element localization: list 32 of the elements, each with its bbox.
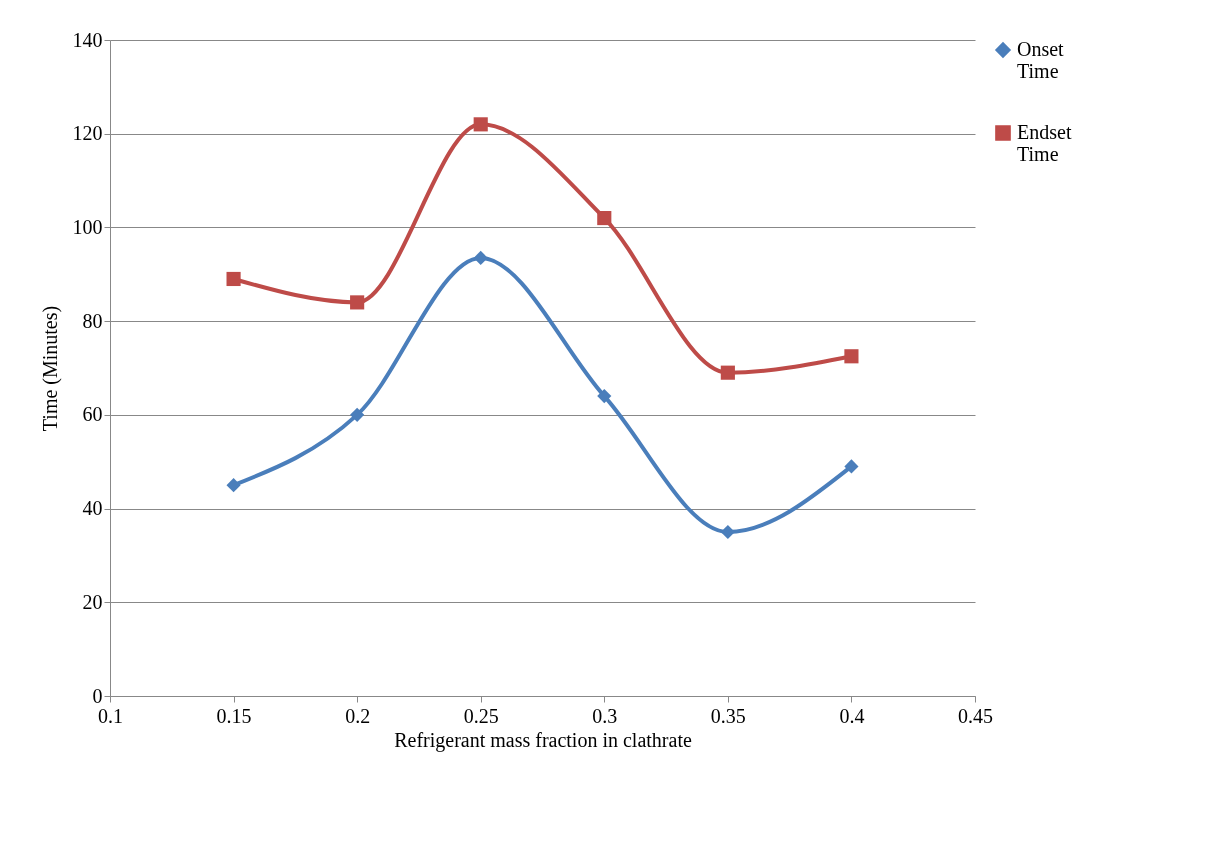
point [720,365,735,380]
point [473,250,488,265]
x-tick-label: 0.2 [345,704,371,727]
point [597,389,612,404]
y-tick-label: 0 [92,684,103,707]
point [350,407,365,422]
y-axis-title: Time (Minutes) [38,305,62,432]
legend-label: Endset Time [1017,121,1072,165]
x-tick-label: 0.45 [958,704,993,727]
x-tick-label: 0.3 [592,704,618,727]
point [720,524,735,540]
y-tick-label: 20 [82,590,103,613]
x-tick-label: 0.25 [463,704,499,727]
point [597,210,612,226]
point [844,349,859,364]
y-tick-label: 80 [82,309,103,332]
point [226,478,241,493]
y-tick-label: 140 [72,28,103,51]
point [844,459,859,474]
x-tick-label: 0.1 [98,704,123,727]
point [350,295,365,310]
y-tick-label: 40 [82,497,103,520]
y-tick-label: 120 [72,122,103,145]
x-tick-label: 0.4 [839,704,865,727]
point [226,271,241,287]
x-tick-label: 0.15 [216,704,252,727]
point [473,117,488,132]
x-tick-label: 0.35 [710,704,746,727]
legend-label: Onset Time [1017,38,1065,82]
y-tick-label: 60 [82,403,103,426]
y-tick-label: 100 [72,215,103,238]
x-axis-title: Refrigerant mass fraction in clathrate [394,728,692,752]
